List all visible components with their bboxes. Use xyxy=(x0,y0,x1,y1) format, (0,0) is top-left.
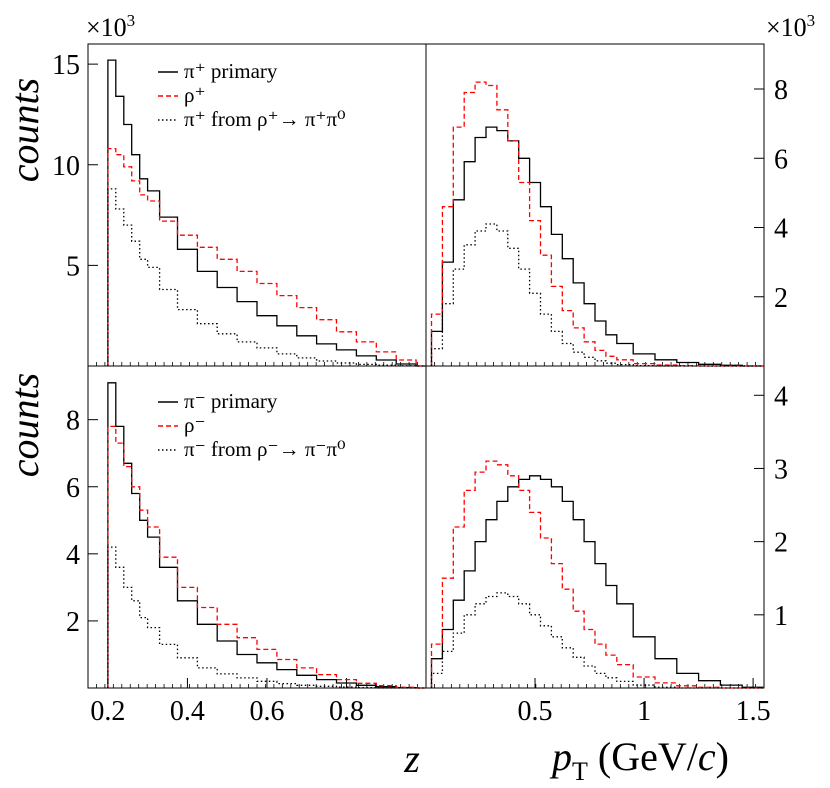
series-solid-top-right xyxy=(430,126,764,367)
y-tick-label: 1 xyxy=(774,601,788,632)
panel-top-left: 5 10 15 xyxy=(52,50,426,367)
x-tick-label: 1 xyxy=(637,696,651,727)
series-dotted-bottom-left xyxy=(107,546,426,689)
multiplier-left-base: ×10 xyxy=(86,13,127,42)
y-tick-label: 4 xyxy=(774,381,788,412)
y-tick-label: 5 xyxy=(66,251,80,282)
legend-label-solid: π⁺ primary xyxy=(184,59,278,83)
panel-bottom-right: 1 2 3 4 0.5 1 1.5 xyxy=(430,381,788,727)
x-tick-label: 0.4 xyxy=(170,696,205,727)
x-axis-title-right-symbol: p xyxy=(549,734,572,779)
series-solid-bottom-right xyxy=(430,475,764,688)
legend-label-dashed: ρ⁺ xyxy=(184,83,206,107)
x-axis-title-right-unit-c: c xyxy=(698,734,716,779)
multiplier-left: ×103 xyxy=(86,11,135,42)
y-tick-label: 2 xyxy=(774,283,788,314)
multiplier-right-exp: 3 xyxy=(807,11,816,30)
series-dashed-bottom-left xyxy=(107,425,426,689)
panels-layer: 5 10 15 2 4 6 8 2 4 6 8 0.2 0.4 0.6 0.8 1 2 3 4 0.5 1 1.5 π⁺ p… xyxy=(52,43,788,727)
y-tick-label: 8 xyxy=(66,406,80,437)
x-axis-title-right: pT (GeV/c) xyxy=(549,734,729,786)
y-tick-label: 2 xyxy=(774,528,788,559)
x-tick-label: 0.2 xyxy=(90,696,125,727)
series-dotted-bottom-right xyxy=(430,592,764,689)
legend-label-solid: π⁻ primary xyxy=(184,389,278,413)
x-axis-title-right-sub: T xyxy=(572,757,588,786)
series-solid-bottom-left xyxy=(107,382,426,689)
y-tick-label: 10 xyxy=(52,151,80,182)
series-dashed-top-right xyxy=(430,81,764,367)
panel-bottom-left: 2 4 6 8 0.2 0.4 0.6 0.8 xyxy=(66,382,426,727)
series-solid-top-left xyxy=(107,59,426,367)
y-tick-label: 4 xyxy=(774,214,788,245)
series-dotted-top-right xyxy=(430,223,764,367)
x-axis-title-right-unit-a: (GeV/ xyxy=(588,734,699,779)
y-tick-label: 2 xyxy=(66,607,80,638)
series-dotted-top-left xyxy=(107,188,426,367)
multiplier-right-base: ×10 xyxy=(766,13,807,42)
y-axis-title-bottom: counts xyxy=(2,373,47,477)
y-axis-title-top: counts xyxy=(2,78,47,182)
x-axis-title-right-unit-b: ) xyxy=(716,734,729,779)
series-dashed-top-left xyxy=(107,147,426,367)
multiplier-left-exp: 3 xyxy=(127,11,136,30)
multiplier-right: ×103 xyxy=(766,11,815,42)
x-tick-label: 1.5 xyxy=(736,696,771,727)
y-tick-label: 6 xyxy=(774,144,788,175)
panel-top-right: 2 4 6 8 xyxy=(430,75,788,367)
y-tick-label: 8 xyxy=(774,75,788,106)
y-tick-label: 6 xyxy=(66,473,80,504)
series-dashed-bottom-right xyxy=(430,460,764,689)
x-tick-label: 0.8 xyxy=(329,696,364,727)
legend-label-dotted: π⁺ from ρ⁺→ π⁺π⁰ xyxy=(184,107,346,131)
y-tick-label: 4 xyxy=(66,540,80,571)
y-tick-label: 15 xyxy=(52,50,80,81)
x-tick-label: 0.5 xyxy=(518,696,553,727)
x-axis-title-left: z xyxy=(403,736,420,781)
x-tick-label: 0.6 xyxy=(249,696,284,727)
y-tick-label: 3 xyxy=(774,454,788,485)
legend-label-dashed: ρ⁻ xyxy=(184,413,206,437)
legend-label-dotted: π⁻ from ρ⁻→ π⁻π⁰ xyxy=(184,437,346,461)
